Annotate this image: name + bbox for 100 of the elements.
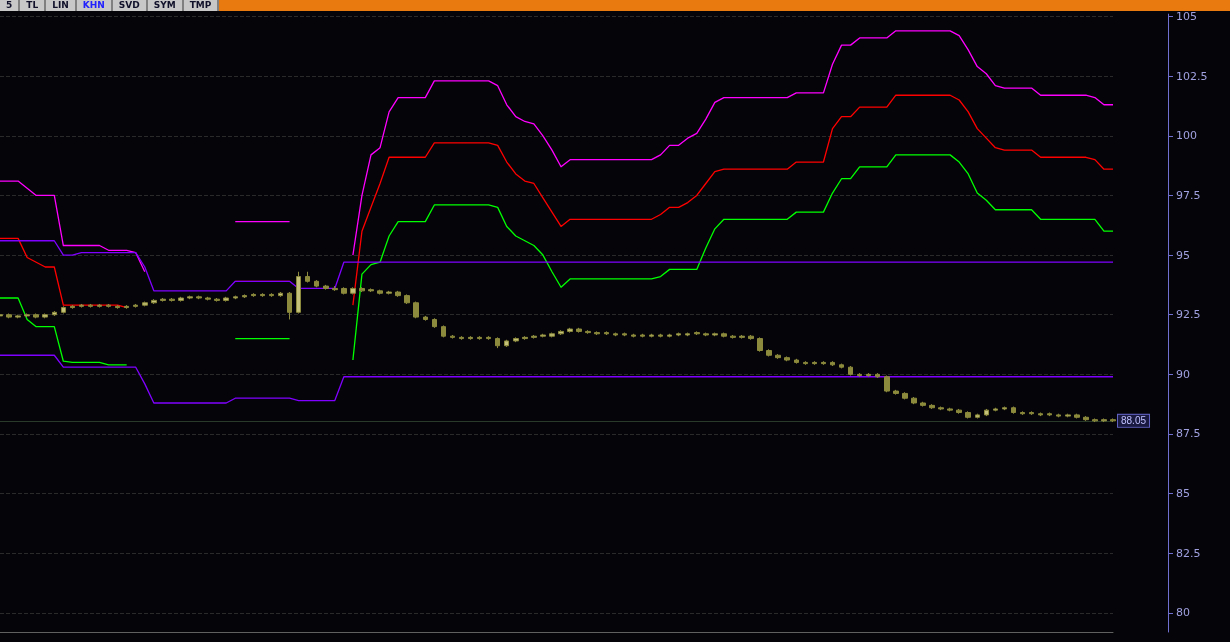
candlestick bbox=[911, 396, 917, 405]
candlestick bbox=[794, 358, 799, 365]
y-tick-label: 95 bbox=[1176, 248, 1190, 262]
candlestick bbox=[730, 334, 736, 340]
candlestick bbox=[984, 408, 989, 417]
candlestick bbox=[594, 330, 600, 336]
candlestick bbox=[151, 298, 157, 305]
candlestick bbox=[866, 372, 871, 378]
candlestick bbox=[187, 295, 193, 300]
candlestick bbox=[703, 332, 709, 337]
y-tick-label: 90 bbox=[1176, 367, 1190, 381]
candlestick bbox=[133, 303, 138, 309]
candlestick bbox=[242, 293, 247, 299]
y-tick-label: 85 bbox=[1176, 487, 1190, 501]
candlestick bbox=[748, 334, 754, 341]
candlestick bbox=[902, 391, 908, 400]
text: KHN bbox=[76, 0, 113, 11]
candlestick bbox=[1092, 417, 1098, 423]
candlestick bbox=[821, 360, 826, 366]
candlestick bbox=[549, 332, 555, 338]
candlestick bbox=[359, 286, 365, 293]
candlestick bbox=[97, 303, 102, 309]
candlestick bbox=[694, 330, 700, 336]
candlestick bbox=[622, 332, 627, 337]
candlestick bbox=[1020, 410, 1025, 416]
y-tick-label: 80 bbox=[1176, 606, 1190, 620]
candlestick bbox=[70, 304, 75, 310]
text: SYM bbox=[147, 0, 184, 11]
candlestick bbox=[332, 285, 338, 292]
candlestick bbox=[88, 303, 93, 309]
candlestick bbox=[377, 289, 383, 295]
y-tick-label: 105 bbox=[1176, 10, 1197, 23]
candlestick bbox=[214, 297, 220, 303]
candlestick bbox=[42, 313, 48, 319]
candlestick bbox=[296, 271, 301, 315]
text: TL bbox=[20, 0, 47, 11]
candlestick bbox=[441, 324, 446, 338]
candlestick bbox=[875, 372, 880, 379]
candlestick bbox=[124, 304, 129, 310]
candlestick bbox=[631, 333, 636, 338]
candlestick bbox=[169, 297, 175, 303]
candlestick bbox=[685, 332, 690, 337]
candlestick bbox=[413, 301, 419, 319]
candlestick bbox=[1047, 412, 1052, 417]
candlestick bbox=[1011, 406, 1016, 415]
candlestick bbox=[839, 363, 844, 369]
candlestick bbox=[576, 327, 582, 334]
candlestick bbox=[1065, 413, 1071, 418]
candlestick bbox=[504, 339, 509, 348]
line-series bbox=[0, 354, 1114, 404]
candlestick bbox=[52, 310, 57, 317]
candlestick bbox=[857, 372, 862, 378]
candlestick bbox=[459, 335, 464, 341]
candlestick bbox=[178, 296, 184, 303]
candlestick bbox=[784, 355, 790, 362]
candlestick bbox=[160, 297, 166, 303]
candlestick bbox=[495, 336, 500, 349]
candlestick bbox=[965, 410, 971, 419]
candlestick bbox=[540, 333, 546, 338]
candlestick bbox=[278, 291, 283, 298]
candlestick bbox=[341, 286, 347, 295]
candlestick bbox=[757, 336, 763, 353]
candlestick bbox=[993, 407, 998, 412]
candlestick bbox=[404, 293, 410, 305]
y-tick-label: 97.5 bbox=[1176, 188, 1201, 202]
candlestick bbox=[676, 332, 681, 337]
candlestick bbox=[450, 334, 455, 340]
candlestick bbox=[24, 313, 30, 318]
candlestick bbox=[613, 332, 618, 337]
candlestick bbox=[1101, 417, 1107, 423]
candlestick bbox=[956, 408, 962, 415]
candlestick bbox=[513, 336, 519, 343]
candlestick bbox=[640, 333, 645, 338]
candlestick bbox=[260, 292, 265, 298]
candlestick bbox=[712, 332, 718, 337]
candlestick bbox=[1056, 413, 1061, 418]
candlestick bbox=[468, 335, 473, 341]
text: LIN bbox=[46, 0, 77, 11]
y-tick-label: 100 bbox=[1176, 129, 1197, 143]
candlestick bbox=[585, 329, 591, 335]
candlestick bbox=[775, 353, 781, 360]
y-tick-label: 87.5 bbox=[1176, 427, 1201, 441]
candlestick bbox=[1110, 417, 1116, 423]
candlestick bbox=[115, 304, 120, 310]
candlestick bbox=[477, 335, 482, 341]
candlestick bbox=[721, 332, 727, 338]
candlestick bbox=[893, 389, 899, 396]
candlestick bbox=[1038, 412, 1043, 417]
candlestick bbox=[106, 303, 111, 309]
candlestick bbox=[33, 313, 39, 319]
candlestick bbox=[395, 290, 401, 298]
candlestick bbox=[1083, 415, 1089, 422]
candlestick bbox=[251, 292, 256, 298]
candlestick bbox=[975, 413, 980, 419]
candlestick bbox=[812, 360, 817, 366]
candlestick bbox=[305, 271, 310, 283]
line-series bbox=[0, 240, 1114, 292]
candlestick bbox=[658, 333, 663, 338]
candlestick bbox=[368, 287, 374, 293]
candlestick bbox=[287, 291, 292, 320]
